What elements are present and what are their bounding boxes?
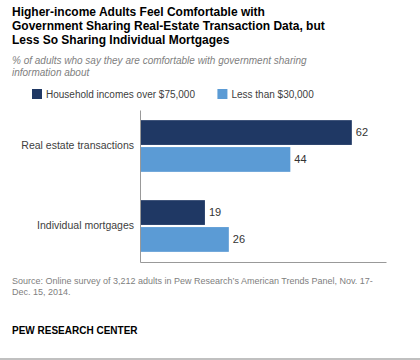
legend-label: Less than $30,000 <box>231 89 314 100</box>
data-label: 44 <box>294 153 306 165</box>
bottom-border <box>0 358 420 360</box>
data-labels: 62 19 44 26 <box>209 126 368 245</box>
legend-swatch <box>32 89 42 99</box>
bars <box>140 120 352 252</box>
legend-item: Household incomes over $75,000 <box>32 89 195 100</box>
y-axis-line <box>140 111 141 263</box>
x-axis-line <box>141 262 387 263</box>
subtitle: % of adults who say they are comfortable… <box>12 55 307 78</box>
source-line: Dec. 15, 2014. <box>12 287 71 297</box>
data-label: 19 <box>209 206 221 218</box>
title-line: Higher-income Adults Feel Comfortable wi… <box>12 5 265 19</box>
bar <box>140 147 290 172</box>
y-tick-label: Individual mortgages <box>37 219 134 231</box>
y-tick: Individual mortgages <box>37 219 134 231</box>
y-axis: Real estate transactions Individual mortg… <box>21 111 140 263</box>
bar <box>140 120 352 145</box>
footer: PEW RESEARCH CENTER <box>12 325 138 336</box>
bar <box>140 200 205 225</box>
legend-item: Less than $30,000 <box>217 89 314 100</box>
source-line: Source: Online survey of 3,212 adults in… <box>12 276 373 286</box>
chart-svg: Higher-income Adults Feel Comfortable wi… <box>0 0 420 360</box>
legend-swatch <box>217 89 227 99</box>
bar <box>140 227 229 252</box>
y-tick-label: Real estate transactions <box>21 139 134 151</box>
title-line: Less So Sharing Individual Mortgages <box>12 33 230 47</box>
chart-container: Higher-income Adults Feel Comfortable wi… <box>0 0 420 360</box>
title: Higher-income Adults Feel Comfortable wi… <box>12 5 325 47</box>
footer-line: PEW RESEARCH CENTER <box>12 325 138 336</box>
title-line: Government Sharing Real-Estate Transacti… <box>12 19 325 33</box>
legend-label: Household incomes over $75,000 <box>46 89 195 100</box>
x-axis <box>141 262 387 263</box>
source: Source: Online survey of 3,212 adults in… <box>12 276 373 297</box>
data-label: 26 <box>233 233 245 245</box>
y-tick: Real estate transactions <box>21 139 134 151</box>
data-label: 62 <box>356 126 368 138</box>
subtitle-line: information about <box>12 67 90 78</box>
legend: Household incomes over $75,000 Less than … <box>32 89 314 100</box>
subtitle-line: % of adults who say they are comfortable… <box>12 55 307 66</box>
